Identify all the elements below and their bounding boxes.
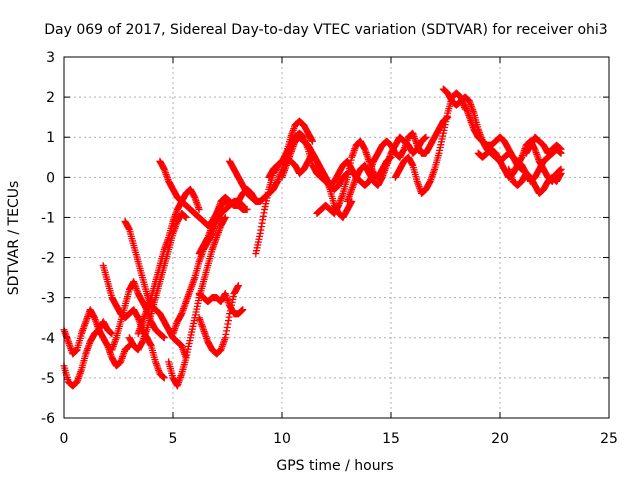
plot-frame: [63, 56, 610, 419]
series-26: [522, 133, 565, 157]
data-point: [309, 137, 317, 145]
series-2: [60, 318, 116, 390]
y-tick-label: -3: [41, 291, 55, 307]
x-tick-label: 15: [382, 431, 400, 447]
data-point: [239, 201, 247, 209]
data-point: [160, 374, 168, 382]
x-tick-label: 25: [600, 431, 618, 447]
y-tick-label: -4: [41, 331, 55, 347]
x-tick-label: 20: [491, 431, 509, 447]
data-point: [243, 205, 251, 213]
y-tick-label: 2: [46, 90, 55, 106]
y-tick-label: -5: [41, 371, 55, 387]
y-tick-label: -6: [41, 411, 55, 427]
series-13: [195, 282, 242, 358]
data-point: [234, 282, 242, 290]
data-point: [195, 205, 203, 213]
data-point: [221, 213, 229, 221]
series-7: [134, 185, 203, 338]
data-points: [60, 85, 565, 390]
y-tick-label: -2: [41, 251, 55, 267]
y-tick-label: 0: [46, 170, 55, 186]
data-point: [422, 133, 430, 141]
data-point: [557, 169, 565, 177]
data-point: [160, 334, 168, 342]
data-point: [182, 213, 190, 221]
x-tick-label: 5: [169, 431, 178, 447]
x-tick-label: 0: [60, 431, 69, 447]
x-axis-label: GPS time / hours: [276, 458, 393, 474]
data-point: [239, 306, 247, 314]
tick-labels: 0 5 10 15 20 25 -6 -5 -4 -3 -2 -1 0 1 2 3: [41, 50, 618, 447]
series-1: [60, 306, 133, 370]
series-25: [505, 165, 565, 197]
series-5: [121, 217, 190, 362]
y-tick-label: -1: [41, 210, 55, 226]
y-tick-label: 1: [46, 130, 55, 146]
chart-title: Day 069 of 2017, Sidereal Day-to-day VTE…: [44, 22, 607, 38]
y-axis-label: SDTVAR / TECUs: [6, 181, 22, 296]
x-tick-label: 10: [273, 431, 291, 447]
y-tick-label: 3: [46, 50, 55, 66]
data-point: [557, 145, 565, 153]
